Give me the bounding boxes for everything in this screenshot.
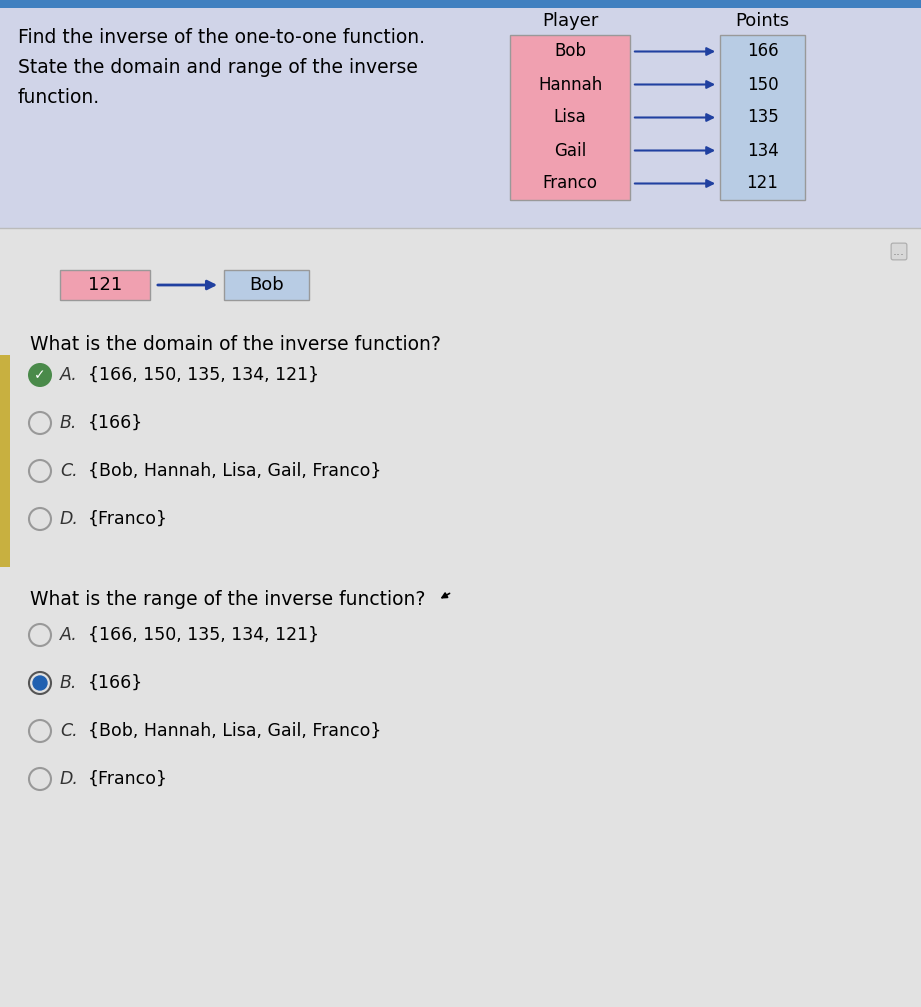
Text: D.: D. — [60, 510, 79, 528]
Text: Bob: Bob — [249, 276, 284, 294]
Text: ✓: ✓ — [34, 368, 46, 382]
Text: What is the domain of the inverse function?: What is the domain of the inverse functi… — [30, 335, 441, 354]
Text: 134: 134 — [747, 142, 778, 159]
Circle shape — [33, 676, 47, 690]
FancyBboxPatch shape — [60, 270, 150, 300]
Text: {166, 150, 135, 134, 121}: {166, 150, 135, 134, 121} — [88, 366, 319, 384]
FancyBboxPatch shape — [720, 35, 805, 200]
Text: A.: A. — [60, 626, 77, 644]
Text: What is the range of the inverse function?: What is the range of the inverse functio… — [30, 590, 426, 609]
Text: 150: 150 — [747, 76, 778, 94]
Text: ...: ... — [893, 245, 905, 258]
Text: D.: D. — [60, 770, 79, 788]
Text: C.: C. — [60, 722, 77, 740]
Text: function.: function. — [18, 88, 100, 107]
Text: {166}: {166} — [88, 674, 144, 692]
Text: {Bob, Hannah, Lisa, Gail, Franco}: {Bob, Hannah, Lisa, Gail, Franco} — [88, 722, 381, 740]
Text: {Franco}: {Franco} — [88, 770, 168, 788]
Text: 166: 166 — [747, 42, 778, 60]
Text: State the domain and range of the inverse: State the domain and range of the invers… — [18, 58, 418, 77]
Text: Points: Points — [736, 12, 789, 30]
Text: 135: 135 — [747, 109, 778, 127]
Text: Franco: Franco — [542, 174, 598, 192]
FancyBboxPatch shape — [0, 0, 921, 8]
FancyBboxPatch shape — [0, 228, 921, 1007]
Circle shape — [28, 363, 52, 387]
Text: {Bob, Hannah, Lisa, Gail, Franco}: {Bob, Hannah, Lisa, Gail, Franco} — [88, 462, 381, 480]
Text: {166, 150, 135, 134, 121}: {166, 150, 135, 134, 121} — [88, 626, 319, 644]
Text: Lisa: Lisa — [554, 109, 587, 127]
Text: {Franco}: {Franco} — [88, 510, 168, 528]
FancyBboxPatch shape — [510, 35, 630, 200]
FancyBboxPatch shape — [0, 355, 10, 567]
Text: C.: C. — [60, 462, 77, 480]
Text: Player: Player — [542, 12, 598, 30]
Text: Bob: Bob — [554, 42, 586, 60]
FancyBboxPatch shape — [0, 8, 921, 228]
Text: Gail: Gail — [554, 142, 586, 159]
Text: B.: B. — [60, 674, 77, 692]
Text: {166}: {166} — [88, 414, 144, 432]
Text: Hannah: Hannah — [538, 76, 602, 94]
Text: Find the inverse of the one-to-one function.: Find the inverse of the one-to-one funct… — [18, 28, 425, 47]
Text: 121: 121 — [747, 174, 778, 192]
FancyBboxPatch shape — [224, 270, 309, 300]
Text: A.: A. — [60, 366, 77, 384]
Text: 121: 121 — [87, 276, 122, 294]
Text: B.: B. — [60, 414, 77, 432]
